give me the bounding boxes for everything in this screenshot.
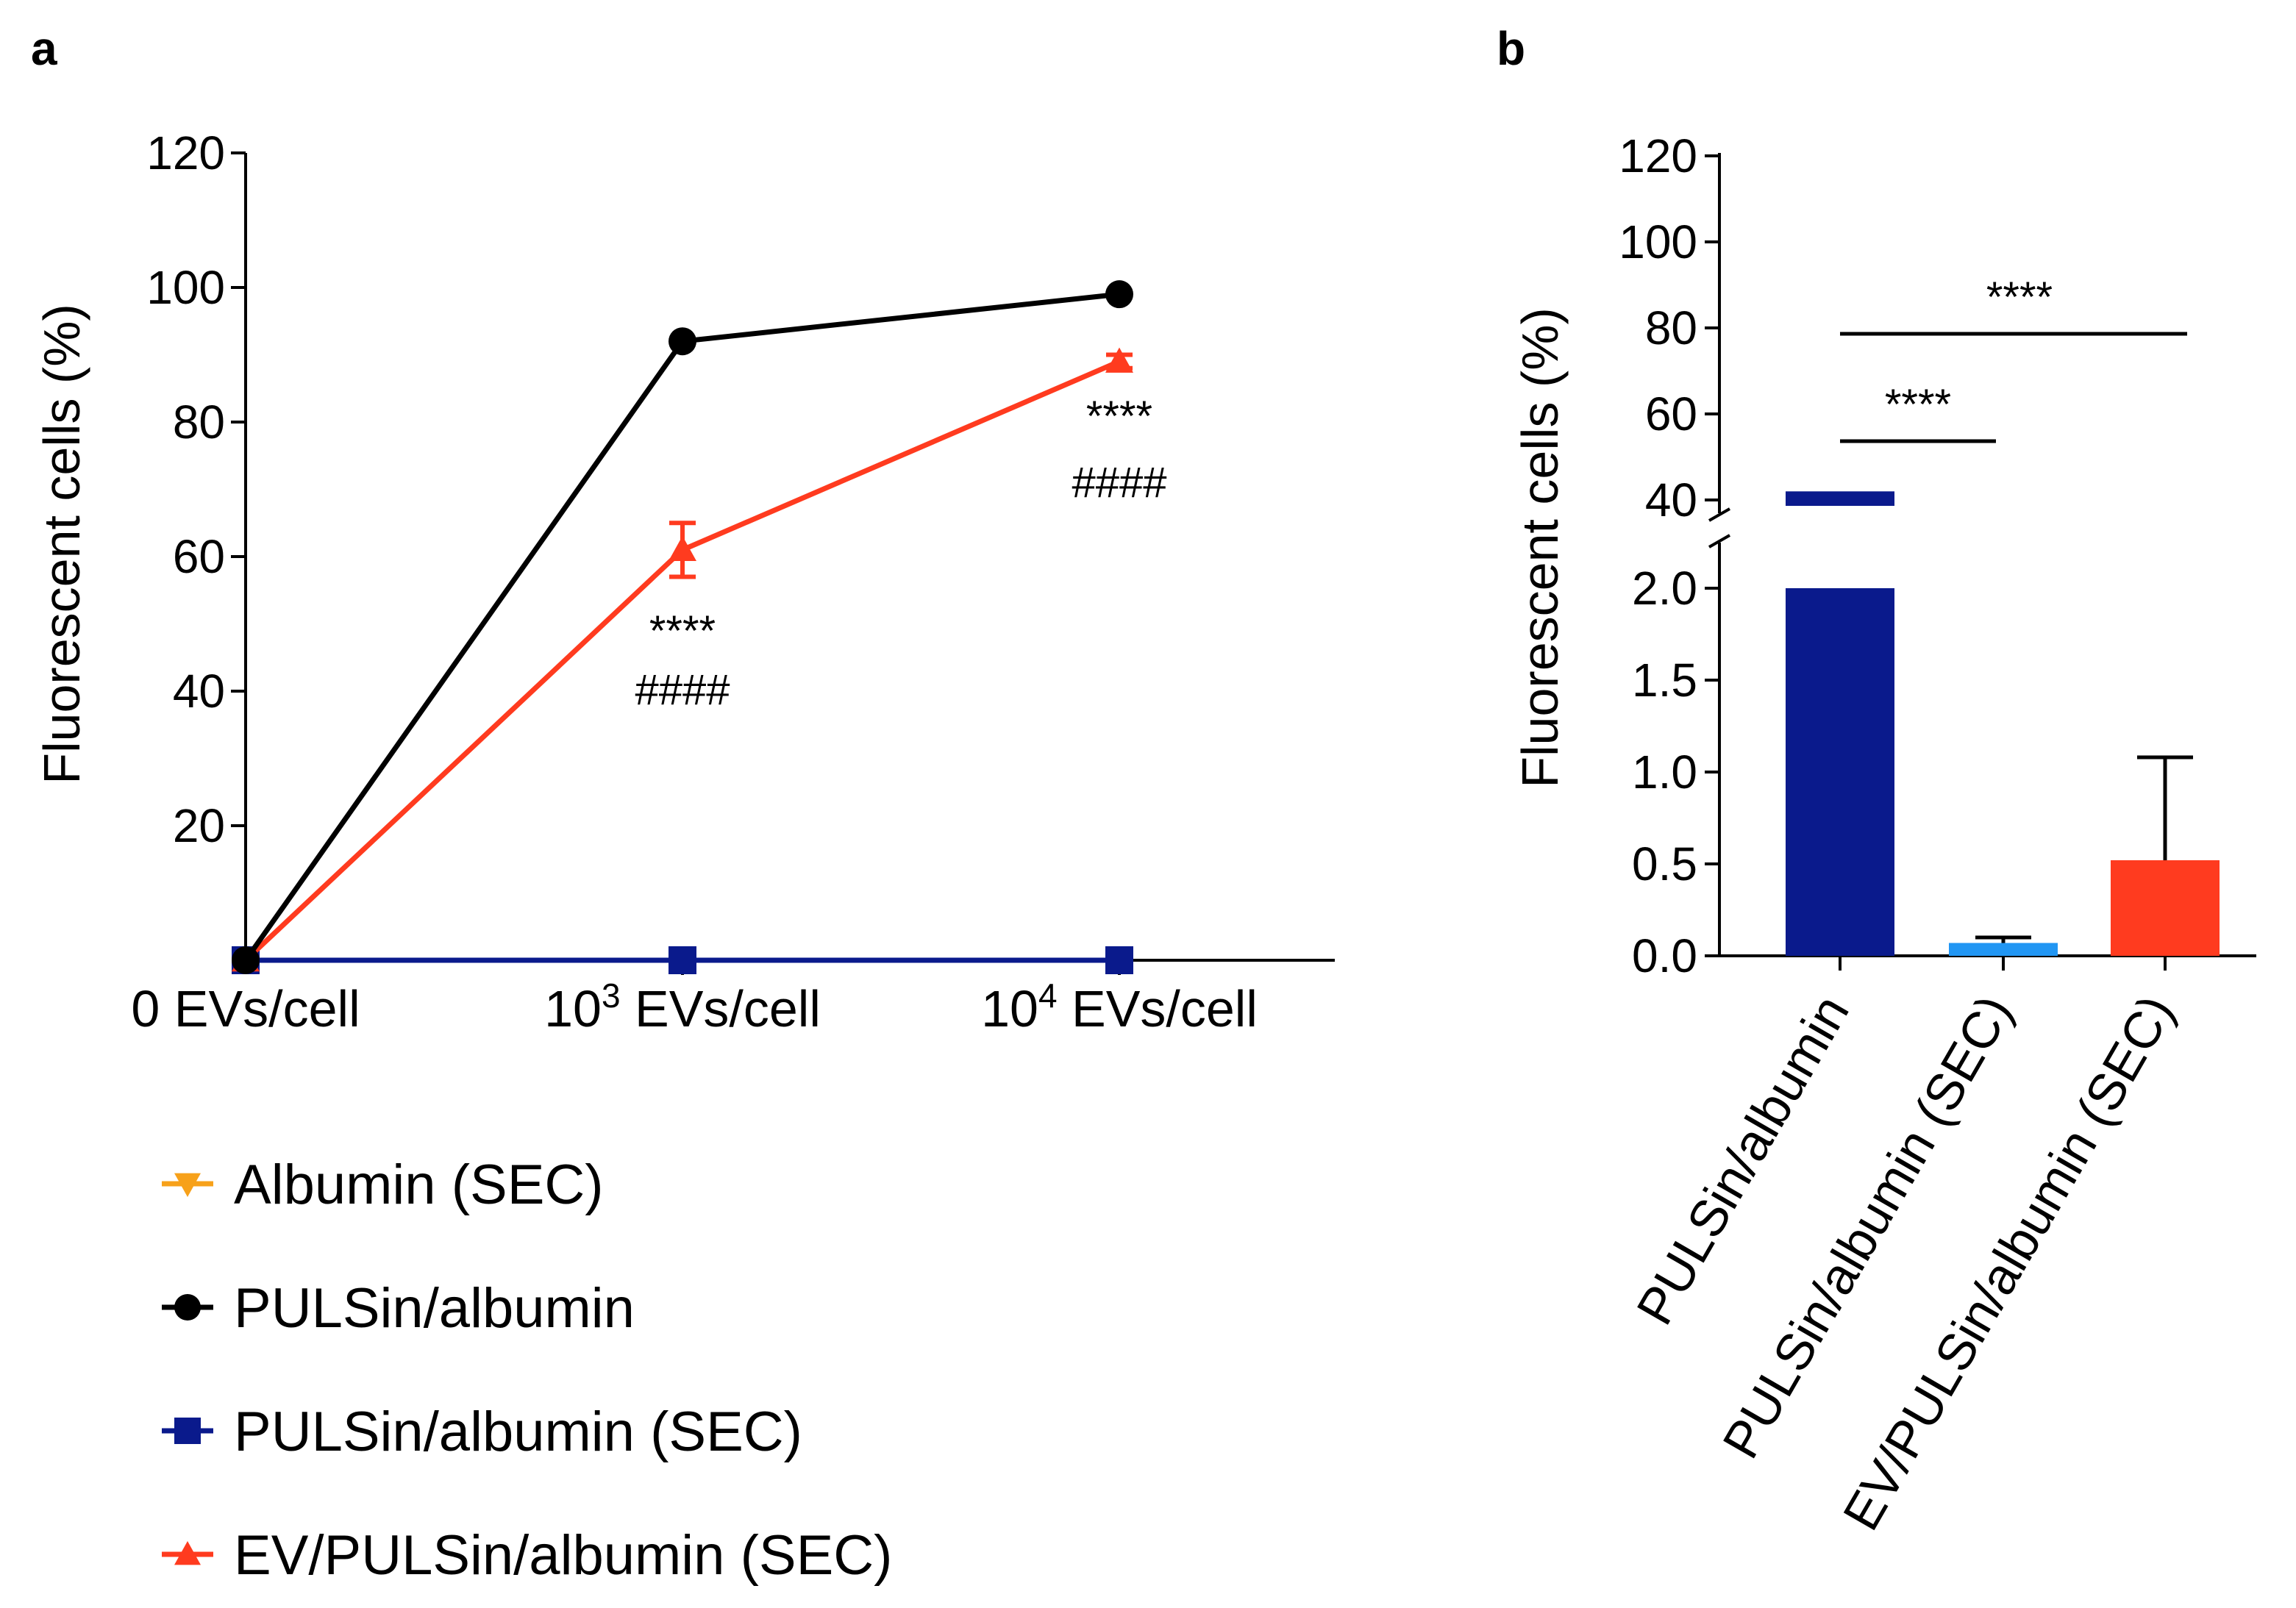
y-tick-label: 0.0 <box>1632 929 1697 982</box>
data-point <box>669 327 696 356</box>
legend-item: EV/PULSin/albumin (SEC) <box>162 1524 892 1587</box>
data-point <box>1105 946 1133 974</box>
y-tick-label: 2.0 <box>1632 562 1697 615</box>
data-point <box>1105 347 1133 373</box>
y-tick-label: 100 <box>146 261 225 314</box>
legend-marker <box>174 1294 201 1321</box>
data-point <box>1105 280 1133 309</box>
bar <box>2111 860 2220 956</box>
significance-stars: **** <box>1885 381 1951 429</box>
chart-a-legend: Albumin (SEC) PULSin/albumin PULSin/albumi… <box>162 1154 892 1587</box>
bar <box>1786 588 1894 956</box>
data-point <box>232 946 260 974</box>
significance-hashes: #### <box>1072 459 1166 507</box>
legend-item: PULSin/albumin <box>162 1277 635 1340</box>
y-tick-label: 60 <box>1645 387 1697 440</box>
legend-label: PULSin/albumin <box>234 1277 635 1340</box>
legend-label: PULSin/albumin (SEC) <box>234 1401 802 1463</box>
bar-group <box>1786 491 1894 971</box>
data-point <box>669 535 696 562</box>
y-tick-label: 40 <box>173 665 225 718</box>
axis-break-mark <box>1708 507 1730 522</box>
y-tick-label: 40 <box>1645 474 1697 526</box>
y-tick-label: 1.0 <box>1632 746 1697 798</box>
y-tick-label: 120 <box>1619 129 1697 182</box>
bar <box>1949 943 2058 956</box>
y-tick-label: 120 <box>146 126 225 179</box>
legend-marker <box>174 1418 201 1444</box>
series-ev-pulsin-albumin-sec- <box>232 347 1133 972</box>
significance-stars: **** <box>1086 393 1152 440</box>
panel-label-a: a <box>31 22 57 75</box>
legend-marker <box>174 1541 201 1565</box>
y-tick-label: 20 <box>173 799 225 852</box>
x-tick-label: 0 EVs/cell <box>131 980 360 1037</box>
significance-stars: **** <box>649 607 716 655</box>
legend-label: Albumin (SEC) <box>234 1154 604 1216</box>
y-tick-label: 1.5 <box>1632 654 1697 707</box>
series-pulsin-albumin-sec- <box>232 946 1133 974</box>
y-tick-label: 80 <box>1645 301 1697 354</box>
legend-label: EV/PULSin/albumin (SEC) <box>234 1524 892 1587</box>
x-tick-label: EV/PULSin/albumin (SEC) <box>1832 986 2185 1540</box>
y-tick-label: 100 <box>1619 215 1697 268</box>
panel-label-b: b <box>1497 22 1525 75</box>
x-tick-label: PULSin/albumin (SEC) <box>1711 986 2023 1468</box>
legend-item: PULSin/albumin (SEC) <box>162 1401 802 1463</box>
x-tick-label: 103 EVs/cell <box>544 976 821 1037</box>
chart-b: 0.0 0.5 1.0 1.5 2.0 40 60 80 100 120 **** **** PUL… <box>1511 129 2256 1540</box>
axis-break-mark <box>1708 534 1730 548</box>
chart-a-y-axis-title: Fluorescent cells (%) <box>33 304 90 785</box>
significance-hashes: #### <box>635 666 730 714</box>
data-point <box>669 946 696 974</box>
bar-group <box>2111 755 2220 971</box>
chart-a: 20 40 60 80 100 120 0 EVs/cell 103 EVs/cell 104… <box>33 126 1335 1037</box>
series-line <box>243 359 1121 962</box>
series-pulsin-albumin <box>232 280 1133 974</box>
bar-group <box>1949 935 2058 971</box>
x-tick-label: 104 EVs/cell <box>981 976 1258 1037</box>
chart-b-y-axis-title: Fluorescent cells (%) <box>1511 307 1569 788</box>
bar-upper-segment <box>1786 491 1894 506</box>
y-tick-label: 80 <box>173 396 225 449</box>
legend-item: Albumin (SEC) <box>162 1154 604 1216</box>
significance-stars: **** <box>1986 274 2053 321</box>
legend-marker <box>174 1173 201 1197</box>
y-tick-label: 60 <box>173 530 225 583</box>
y-tick-label: 0.5 <box>1632 837 1697 890</box>
